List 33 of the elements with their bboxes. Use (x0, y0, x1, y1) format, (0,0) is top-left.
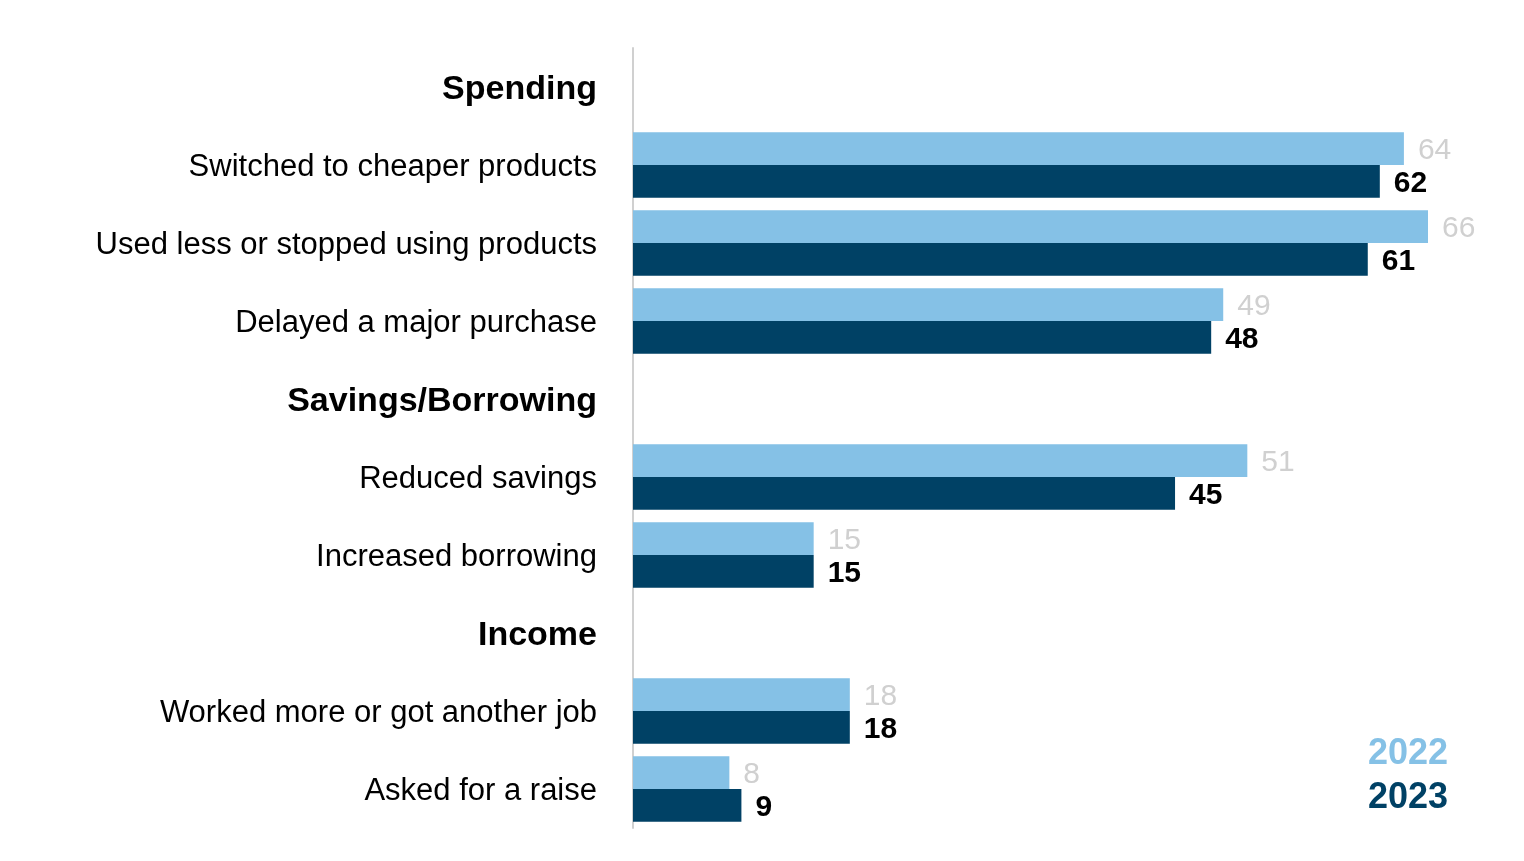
bar (633, 678, 850, 711)
y-tick-label: Used less or stopped using products (95, 225, 597, 261)
data-label: 9 (755, 788, 773, 822)
data-label: 48 (1225, 320, 1259, 354)
y-tick-label: Increased borrowing (316, 537, 597, 573)
bar (633, 132, 1404, 165)
bar (633, 477, 1176, 510)
y-tick-label: Income (477, 614, 597, 652)
text: 2022 (1367, 730, 1449, 772)
bar (633, 165, 1380, 198)
bar (633, 321, 1212, 354)
y-tick-label: Worked more or got another job (159, 693, 597, 729)
y-tick-label: Spending (442, 68, 597, 106)
bar (633, 756, 730, 789)
bar (633, 210, 1428, 243)
data-label: 45 (1189, 476, 1223, 510)
bar (633, 711, 850, 744)
bar (633, 555, 814, 588)
data-label: 61 (1381, 242, 1416, 276)
data-label: 62 (1393, 164, 1428, 198)
bar (633, 288, 1224, 321)
bar (633, 444, 1248, 477)
data-label: 15 (827, 554, 862, 588)
text: 2023 (1367, 774, 1449, 816)
y-tick-label: Delayed a major purchase (235, 303, 597, 339)
bar (633, 243, 1368, 276)
y-tick-label: Reduced savings (359, 459, 597, 495)
y-tick-label: Asked for a raise (364, 771, 597, 807)
bar (633, 789, 742, 822)
data-label: 18 (863, 710, 898, 744)
bar (633, 522, 814, 555)
y-tick-label: Savings/Borrowing (287, 380, 597, 418)
y-tick-label: Switched to cheaper products (188, 147, 597, 183)
